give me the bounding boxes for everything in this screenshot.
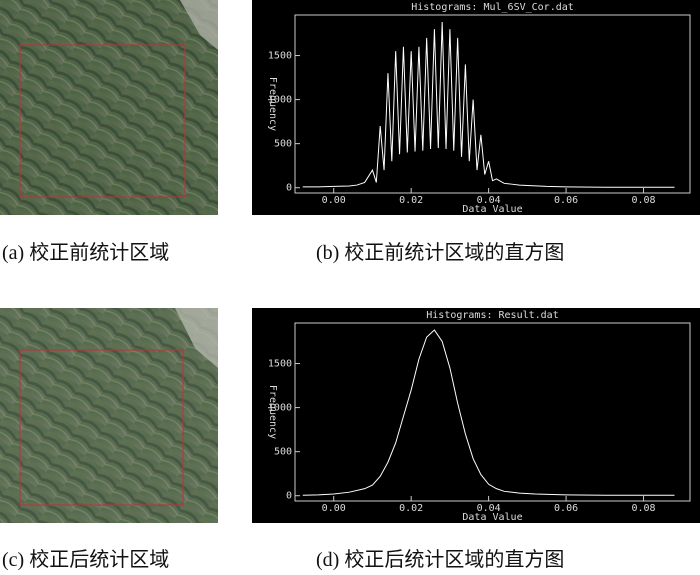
x-tick-label: 0.02 bbox=[399, 503, 423, 514]
y-tick-label: 1500 bbox=[268, 359, 292, 370]
caption: (d) 校正后统计区域的直方图 bbox=[316, 549, 565, 571]
x-tick-label: 0.08 bbox=[631, 195, 655, 206]
y-tick-label: 1500 bbox=[268, 51, 292, 62]
caption: (a) 校正前统计区域 bbox=[2, 242, 170, 264]
histogram-line bbox=[302, 22, 675, 188]
y-tick-label: 0 bbox=[286, 183, 292, 194]
histogram-line bbox=[302, 329, 675, 496]
y-tick-label: 1000 bbox=[268, 403, 292, 414]
x-axis-label: Data Value bbox=[462, 512, 522, 523]
chart-title: Histograms: Mul_6SV_Cor.dat bbox=[411, 2, 574, 13]
caption: (c) 校正后统计区域 bbox=[2, 549, 170, 571]
x-tick-label: 0.00 bbox=[322, 503, 346, 514]
caption: (b) 校正前统计区域的直方图 bbox=[316, 242, 565, 264]
histogram-panel: Histograms: Result.dat Data Value Frequenc… bbox=[252, 308, 700, 523]
y-tick-label: 500 bbox=[274, 447, 292, 458]
chart-title: Histograms: Result.dat bbox=[426, 310, 558, 321]
x-tick-label: 0.08 bbox=[631, 503, 655, 514]
y-axis-label: Frequency bbox=[267, 385, 278, 439]
x-tick-label: 0.00 bbox=[322, 195, 346, 206]
histogram-panel: Histograms: Mul_6SV_Cor.dat Data Value Fre… bbox=[252, 0, 700, 215]
y-tick-label: 500 bbox=[274, 139, 292, 150]
x-tick-label: 0.04 bbox=[477, 195, 501, 206]
y-axis-label: Frequency bbox=[267, 77, 278, 131]
y-tick-label: 1000 bbox=[268, 95, 292, 106]
x-tick-label: 0.06 bbox=[554, 195, 578, 206]
x-axis-label: Data Value bbox=[462, 204, 522, 215]
satellite-image bbox=[0, 308, 218, 523]
plot-frame bbox=[294, 14, 691, 194]
x-tick-label: 0.04 bbox=[477, 503, 501, 514]
x-tick-label: 0.06 bbox=[554, 503, 578, 514]
plot-frame bbox=[294, 322, 691, 502]
x-tick-label: 0.02 bbox=[399, 195, 423, 206]
satellite-image bbox=[0, 0, 218, 215]
y-tick-label: 0 bbox=[286, 491, 292, 502]
